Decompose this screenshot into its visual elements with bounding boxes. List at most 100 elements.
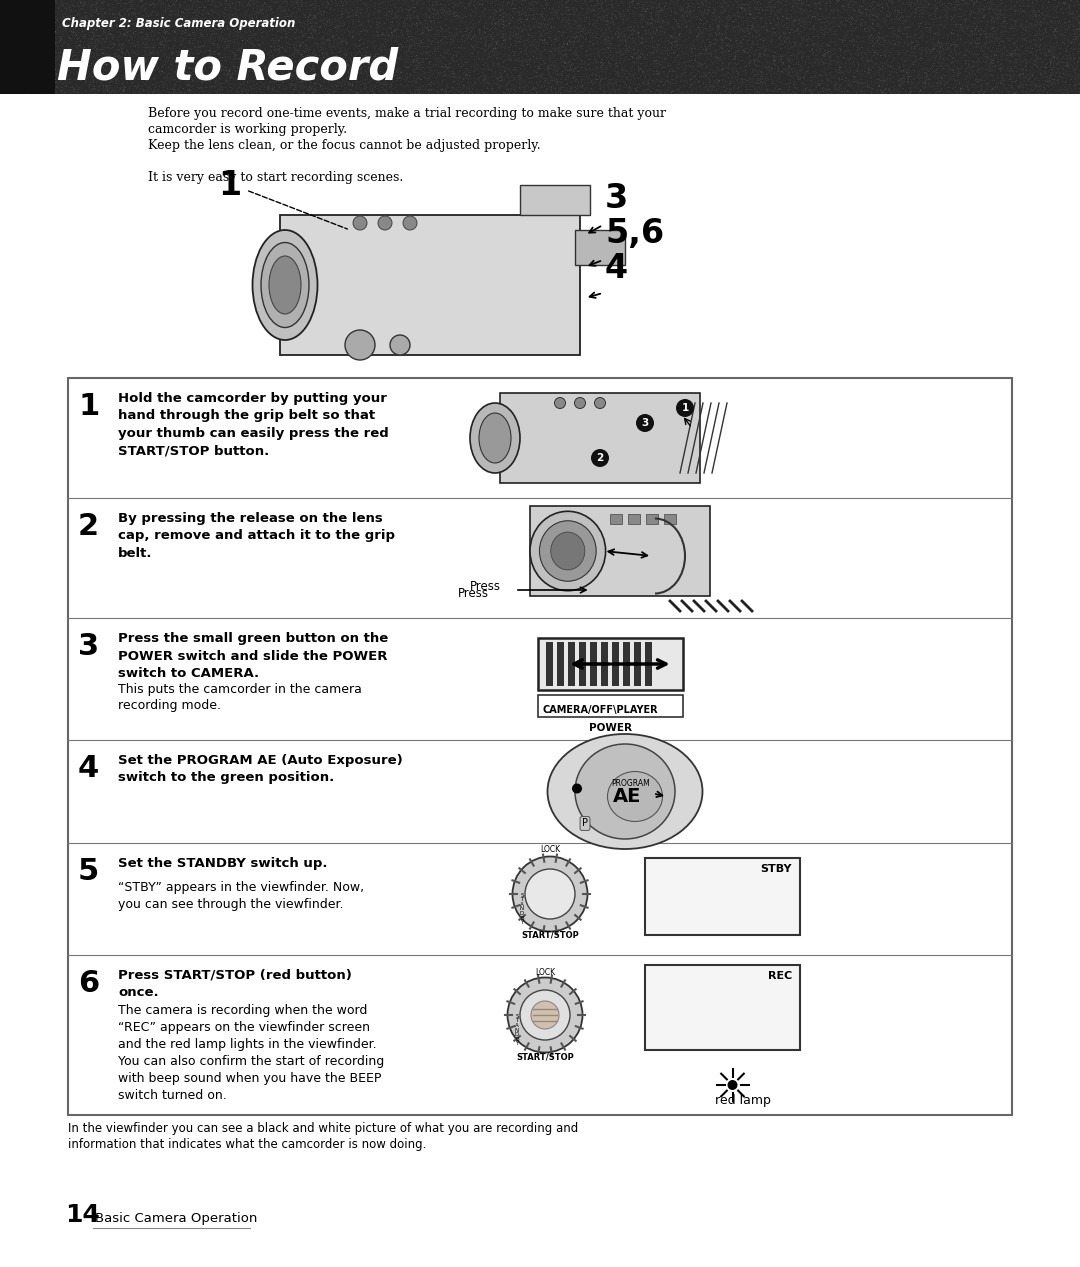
Point <box>1042 51 1059 71</box>
Point <box>651 84 669 104</box>
Point <box>83 0 100 15</box>
Point <box>762 58 780 79</box>
Point <box>970 0 987 19</box>
Point <box>221 6 239 27</box>
Point <box>558 39 576 60</box>
Point <box>656 0 673 16</box>
Point <box>865 56 882 76</box>
Point <box>730 39 747 60</box>
Point <box>1049 48 1066 68</box>
Point <box>43 66 60 86</box>
Point <box>242 68 259 89</box>
Point <box>1058 41 1076 61</box>
Point <box>153 72 171 92</box>
Point <box>578 46 595 66</box>
Point <box>816 18 834 38</box>
Point <box>485 23 502 43</box>
Point <box>959 41 976 61</box>
Point <box>3 3 21 23</box>
Point <box>213 54 230 75</box>
Point <box>947 63 964 84</box>
Point <box>146 33 163 53</box>
Point <box>676 0 693 10</box>
Point <box>404 42 421 62</box>
Point <box>538 0 555 20</box>
Point <box>151 18 168 38</box>
Point <box>380 1 397 22</box>
Point <box>680 46 698 66</box>
Point <box>956 6 973 27</box>
Point <box>251 1 268 22</box>
Point <box>941 63 958 84</box>
Point <box>703 4 720 24</box>
Point <box>622 38 639 58</box>
Point <box>293 34 310 54</box>
Point <box>12 72 29 92</box>
Point <box>989 49 1007 70</box>
Point <box>377 51 394 71</box>
Point <box>851 19 868 39</box>
Point <box>708 48 726 68</box>
Point <box>870 57 888 77</box>
Point <box>282 4 299 24</box>
Point <box>561 14 578 34</box>
Point <box>973 14 990 34</box>
Point <box>841 73 859 94</box>
Point <box>93 28 110 48</box>
Point <box>754 63 771 84</box>
Point <box>81 79 98 99</box>
Point <box>102 20 119 41</box>
Point <box>602 41 619 61</box>
Point <box>431 44 448 65</box>
Point <box>50 19 67 39</box>
Point <box>284 73 301 94</box>
Point <box>1028 77 1045 98</box>
Point <box>632 84 649 104</box>
Point <box>531 47 549 67</box>
Point <box>712 1 729 22</box>
Point <box>963 32 981 52</box>
Point <box>607 82 624 103</box>
Point <box>758 57 775 77</box>
Point <box>324 4 341 24</box>
Point <box>280 11 297 32</box>
Point <box>878 32 895 52</box>
Point <box>556 23 573 43</box>
Point <box>1039 82 1056 103</box>
Point <box>640 71 658 91</box>
Point <box>996 0 1013 13</box>
Point <box>315 39 333 60</box>
Point <box>418 24 435 44</box>
Point <box>946 30 963 51</box>
Point <box>180 81 198 101</box>
Point <box>945 14 962 34</box>
Point <box>400 48 417 68</box>
Point <box>449 73 467 94</box>
Point <box>808 13 825 33</box>
Point <box>583 0 600 16</box>
Point <box>82 33 99 53</box>
Point <box>1042 84 1059 104</box>
Point <box>515 33 532 53</box>
Point <box>95 5 112 25</box>
Point <box>760 70 778 90</box>
Point <box>553 49 570 70</box>
Point <box>771 79 788 99</box>
Point <box>453 20 470 41</box>
Point <box>337 41 354 61</box>
Point <box>86 24 104 44</box>
Point <box>41 48 58 68</box>
Point <box>238 46 255 66</box>
Point <box>878 79 895 99</box>
Point <box>789 49 807 70</box>
Point <box>464 18 482 38</box>
Point <box>638 53 656 73</box>
Point <box>756 43 773 63</box>
Point <box>1068 0 1080 11</box>
Point <box>681 52 699 72</box>
Point <box>67 71 84 91</box>
Point <box>647 81 664 101</box>
Point <box>49 65 66 85</box>
Point <box>261 60 279 80</box>
Point <box>119 63 136 84</box>
